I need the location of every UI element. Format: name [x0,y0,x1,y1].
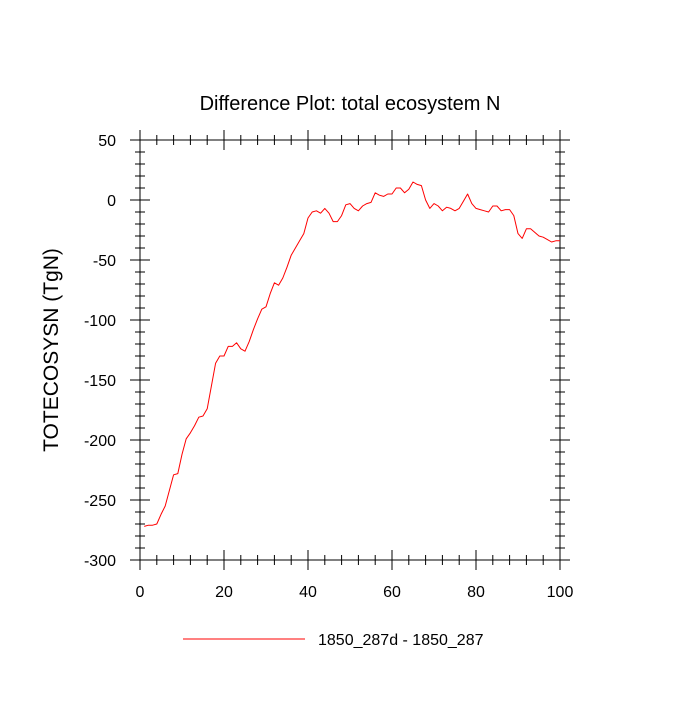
y-tick-label: -200 [84,433,116,450]
legend-label: 1850_287d - 1850_287 [318,632,484,649]
y-tick-label: 50 [98,133,116,150]
y-tick-label: -300 [84,553,116,570]
series-layer [144,181,560,527]
y-tick-label: -100 [84,313,116,330]
chart-title: Difference Plot: total ecosystem N [200,93,501,115]
x-tick-label: 60 [383,584,401,601]
y-tick-label: 0 [107,193,116,210]
y-tick-label: -150 [84,373,116,390]
y-tick-label: -250 [84,493,116,510]
x-tick-label: 0 [136,584,145,601]
plot-frame [139,139,561,561]
x-tick-label: 40 [299,584,317,601]
x-tick-label: 80 [467,584,485,601]
series-line [144,181,560,527]
y-tick-label: -50 [93,253,116,270]
x-tick-label: 20 [215,584,233,601]
x-tick-label: 100 [547,584,574,601]
legend: 1850_287d - 1850_287 [183,632,484,649]
y-axis-label: TOTECOSYSN (TgN) [40,248,63,452]
plot-axes: 0 20 40 60 80 100 50 0 -50 -100 -150 -200 -250 -300 [84,130,573,601]
